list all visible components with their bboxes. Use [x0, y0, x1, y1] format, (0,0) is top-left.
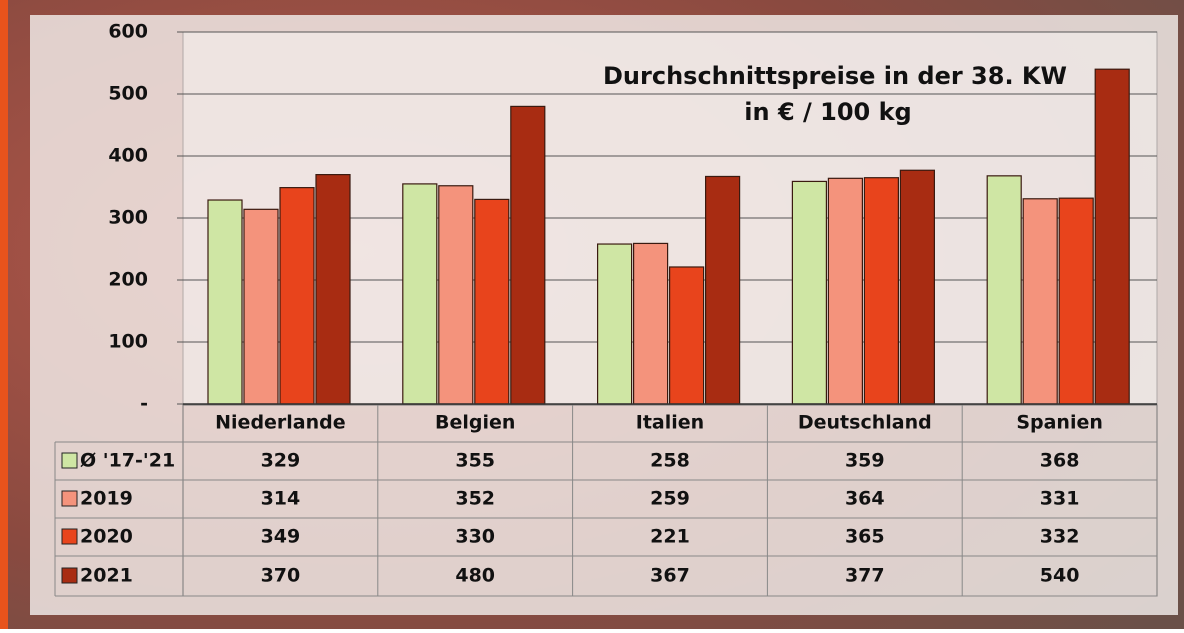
bar — [791, 180, 828, 405]
legend-label: 2019 — [80, 488, 133, 510]
table-value: 364 — [845, 488, 885, 510]
bar — [474, 198, 510, 405]
table-value: 540 — [1040, 565, 1080, 587]
y-tick-label: 300 — [108, 207, 148, 229]
legend-swatch — [61, 490, 78, 507]
x-tick-label: Niederlande — [215, 412, 346, 434]
y-tick-label: - — [140, 393, 148, 415]
table-value: 332 — [1040, 526, 1080, 548]
x-tick-label: Deutschland — [798, 412, 932, 434]
bar — [668, 266, 705, 405]
table-value: 370 — [261, 565, 301, 587]
legend-label: 2020 — [80, 526, 133, 548]
table-value: 258 — [650, 450, 690, 472]
table-value: 331 — [1040, 488, 1080, 510]
y-tick-label: 600 — [108, 21, 148, 43]
chart-subtitle: in € / 100 kg — [744, 98, 911, 126]
bar — [899, 169, 936, 405]
table-value: 355 — [455, 450, 495, 472]
bar — [510, 105, 546, 405]
legend-swatch — [61, 567, 78, 584]
table-value: 330 — [455, 526, 495, 548]
legend-label: Ø '17-'21 — [80, 450, 175, 472]
edge-strip — [0, 0, 8, 629]
bar — [863, 177, 900, 405]
table-value: 352 — [455, 488, 495, 510]
y-tick-label: 200 — [108, 269, 148, 291]
y-tick-label: 400 — [108, 145, 148, 167]
table-value: 367 — [650, 565, 690, 587]
bar — [315, 174, 351, 405]
bar — [438, 185, 474, 405]
table-value: 314 — [261, 488, 301, 510]
bar — [632, 242, 669, 405]
bar — [279, 187, 315, 405]
bar — [704, 175, 741, 405]
legend-swatch — [61, 452, 78, 469]
legend-swatch — [61, 528, 78, 545]
bar — [1094, 68, 1130, 405]
y-tick-label: 500 — [108, 83, 148, 105]
table-value: 480 — [455, 565, 495, 587]
bar — [1058, 197, 1094, 405]
table-value: 329 — [261, 450, 301, 472]
bar — [243, 208, 279, 405]
chart-title: Durchschnittspreise in der 38. KW — [603, 62, 1067, 90]
x-tick-label: Italien — [636, 412, 704, 434]
table-value: 377 — [845, 565, 885, 587]
bar — [596, 243, 633, 405]
bar — [402, 183, 438, 405]
table-value: 349 — [261, 526, 301, 548]
table-value: 365 — [845, 526, 885, 548]
bar — [1022, 198, 1058, 405]
legend-label: 2021 — [80, 565, 133, 587]
y-tick-label: 100 — [108, 331, 148, 353]
bar — [207, 199, 243, 405]
table-value: 221 — [650, 526, 690, 548]
table-value: 368 — [1040, 450, 1080, 472]
bar — [986, 175, 1022, 405]
x-tick-label: Spanien — [1016, 412, 1103, 434]
table-value: 259 — [650, 488, 690, 510]
x-tick-label: Belgien — [435, 412, 515, 434]
table-value: 359 — [845, 450, 885, 472]
bar — [827, 177, 864, 405]
